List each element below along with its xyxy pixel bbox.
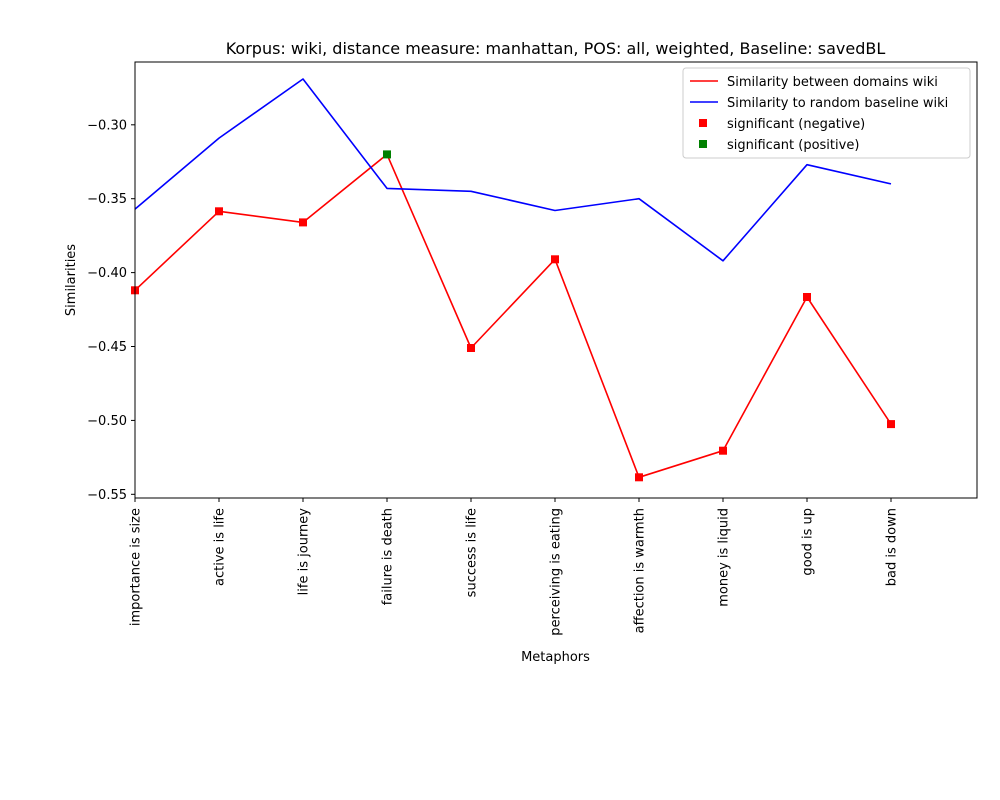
x-tick-label-7: money is liquid	[717, 508, 732, 607]
y-tick-label-2: −0.40	[87, 266, 127, 281]
x-tick-label-8: good is up	[801, 508, 816, 576]
x-tick-label-4: success is life	[465, 508, 480, 597]
legend-box	[682, 67, 971, 159]
legend: Similarity between domains wiki Similari…	[682, 67, 971, 159]
y-tick-label-0: −0.30	[87, 118, 127, 133]
series-line-0	[134, 153, 892, 479]
series-layer	[134, 78, 892, 479]
x-tick-label-1: active is life	[213, 508, 228, 586]
marker-0-point-8	[803, 293, 811, 301]
marker-0-point-6	[635, 473, 643, 482]
x-tick-label-2: life is journey	[297, 508, 312, 596]
marker-0-point-1	[215, 207, 223, 216]
legend-swatch-marker-0	[699, 119, 707, 127]
legend-label-series-0: Similarity between domains wiki	[727, 75, 938, 90]
legend-label-marker-1: significant (positive)	[727, 138, 859, 153]
y-tick-label-5: −0.55	[87, 488, 127, 503]
legend-swatch-marker-1	[699, 140, 707, 148]
marker-layer	[131, 150, 895, 482]
marker-1-point-3	[383, 150, 391, 159]
legend-label-marker-0: significant (negative)	[727, 117, 865, 132]
marker-0-point-4	[467, 344, 475, 352]
y-axis-label: Similarities	[64, 244, 79, 316]
legend-label-series-1: Similarity to random baseline wiki	[727, 96, 948, 111]
chart-title: Korpus: wiki, distance measure: manhatta…	[226, 39, 886, 58]
x-tick-label-3: failure is death	[381, 508, 396, 605]
x-axis: importance is size active is life life is …	[129, 498, 900, 636]
y-tick-label-1: −0.35	[87, 192, 127, 207]
marker-0-point-5	[551, 255, 559, 264]
x-tick-label-9: bad is down	[885, 508, 900, 586]
series-line-1	[134, 78, 892, 262]
marker-0-point-9	[887, 420, 895, 429]
y-axis: −0.30 −0.35 −0.40 −0.45 −0.50 −0.55	[87, 118, 135, 503]
marker-0-point-7	[719, 446, 727, 455]
y-tick-label-3: −0.45	[87, 340, 127, 355]
plot-frame	[134, 61, 978, 499]
x-tick-label-0: importance is size	[129, 508, 144, 626]
x-tick-label-6: affection is warmth	[633, 508, 648, 633]
marker-0-point-2	[299, 218, 307, 227]
x-tick-label-5: perceiving is eating	[549, 508, 564, 636]
y-tick-label-4: −0.50	[87, 414, 127, 429]
plot-area	[131, 61, 978, 499]
x-axis-label: Metaphors	[521, 650, 590, 665]
